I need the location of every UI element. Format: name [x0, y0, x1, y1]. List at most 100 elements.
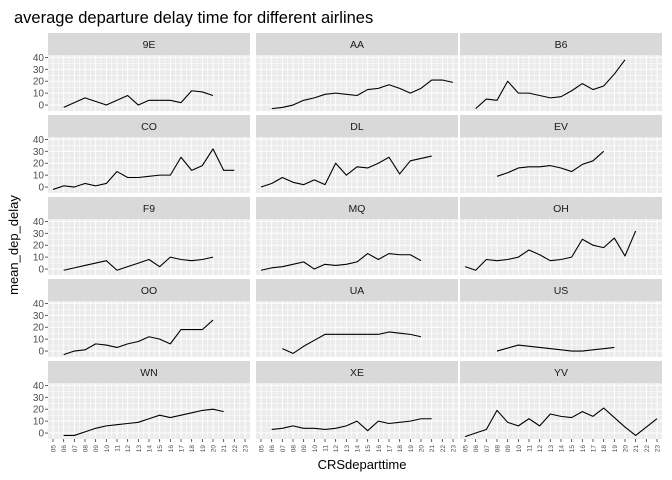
- x-tick-label: 17: [179, 445, 186, 453]
- panel-xe: XE 05 06 07 08 09 10 11 12 13 14 15 16 17 18 19 20 21 22 23: [256, 361, 458, 452]
- strip-label: B6: [555, 39, 568, 51]
- x-tick-label: 06: [269, 445, 276, 453]
- x-tick-label: 13: [344, 445, 351, 453]
- x-tick-label: 06: [473, 445, 480, 453]
- x-tick-label: 22: [232, 445, 239, 453]
- y-tick-label: 0: [38, 101, 44, 112]
- strip-label: US: [554, 285, 569, 297]
- x-tick-label: 18: [189, 445, 196, 453]
- y-tick-label: 20: [33, 77, 45, 88]
- x-tick-label: 10: [516, 445, 523, 453]
- x-tick-label: 09: [301, 445, 308, 453]
- y-tick-label: 20: [33, 405, 45, 416]
- y-tick-label: 40: [33, 53, 45, 64]
- x-tick-label: 05: [51, 445, 58, 453]
- panel-oh: OH: [460, 197, 662, 275]
- y-tick-label: 40: [33, 217, 45, 228]
- series-line-ev: [496, 150, 605, 177]
- strip-label: EV: [554, 121, 568, 133]
- y-tick-label: 10: [33, 89, 45, 100]
- panel-ua: UA: [256, 279, 458, 357]
- strip-label: XE: [350, 367, 364, 379]
- strip-background: [48, 115, 250, 137]
- series-line-oh: [464, 230, 637, 271]
- strip-label: OO: [141, 285, 157, 297]
- strip-label: DL: [350, 121, 364, 133]
- series-line-b6: [475, 59, 626, 110]
- strip-label: YV: [554, 367, 568, 379]
- x-tick-label: 14: [147, 445, 154, 453]
- y-tick-label: 10: [33, 253, 45, 264]
- x-tick-label: 08: [83, 445, 90, 453]
- strip-background: [460, 33, 662, 55]
- strip-label: F9: [143, 203, 155, 215]
- strip-label: UA: [350, 285, 365, 297]
- strip-background: [48, 279, 250, 301]
- y-tick-label: 30: [33, 147, 45, 158]
- x-tick-label: 10: [104, 445, 111, 453]
- series-line-xe: [271, 418, 432, 432]
- panel-mq: MQ: [256, 197, 458, 275]
- series-line-mq: [260, 253, 422, 271]
- strip-label: AA: [350, 39, 364, 51]
- y-tick-label: 30: [33, 311, 45, 322]
- y-tick-label: 20: [33, 323, 45, 334]
- x-tick-label: 21: [429, 445, 436, 453]
- y-tick-label: 0: [38, 429, 44, 440]
- x-tick-label: 16: [168, 445, 175, 453]
- x-tick-label: 11: [527, 445, 534, 452]
- strip-background: [256, 279, 458, 301]
- x-tick-label: 08: [495, 445, 502, 453]
- series-line-aa: [271, 79, 454, 110]
- x-tick-label: 08: [291, 445, 298, 453]
- panel-aa: AA: [256, 33, 458, 111]
- strip-background: [256, 33, 458, 55]
- series-line-yv: [464, 407, 658, 438]
- x-tick-label: 22: [440, 445, 447, 453]
- strip-background: [460, 279, 662, 301]
- strip-background: [256, 197, 458, 219]
- series-line-us: [496, 344, 615, 352]
- series-line-9e: [63, 90, 214, 108]
- x-tick-label: 23: [243, 445, 250, 453]
- x-tick-label: 19: [408, 445, 415, 453]
- strip-background: [460, 361, 662, 383]
- y-tick-label: 40: [33, 299, 45, 310]
- panel-yv: YV 05 06 07 08 09 10 11 12 13 14 15 16 17 18 19 20 21 22 23: [460, 361, 662, 452]
- y-tick-label: 30: [33, 229, 45, 240]
- x-tick-label: 12: [537, 445, 544, 453]
- x-tick-label: 07: [72, 445, 79, 453]
- series-line-co: [52, 148, 235, 190]
- x-tick-label: 18: [397, 445, 404, 453]
- y-tick-label: 0: [38, 347, 44, 358]
- strip-background: [48, 361, 250, 383]
- x-tick-label: 12: [333, 445, 340, 453]
- x-tick-label: 05: [463, 445, 470, 453]
- series-line-dl: [260, 155, 432, 188]
- x-tick-label: 21: [221, 445, 228, 453]
- x-tick-label: 15: [365, 445, 372, 453]
- y-tick-label: 30: [33, 65, 45, 76]
- strip-background: [460, 197, 662, 219]
- x-tick-label: 17: [591, 445, 598, 453]
- series-line-ua: [282, 331, 422, 354]
- x-tick-label: 21: [633, 445, 640, 453]
- y-tick-label: 0: [38, 265, 44, 276]
- x-tick-label: 19: [612, 445, 619, 453]
- panel-us: US: [460, 279, 662, 357]
- x-tick-label: 06: [61, 445, 68, 453]
- series-line-oo: [63, 319, 214, 356]
- x-tick-label: 12: [125, 445, 132, 453]
- y-tick-label: 20: [33, 241, 45, 252]
- x-tick-label: 18: [601, 445, 608, 453]
- x-tick-label: 09: [505, 445, 512, 453]
- y-tick-label: 30: [33, 393, 45, 404]
- strip-label: WN: [140, 367, 158, 379]
- x-tick-label: 10: [312, 445, 319, 453]
- x-tick-label: 15: [157, 445, 164, 453]
